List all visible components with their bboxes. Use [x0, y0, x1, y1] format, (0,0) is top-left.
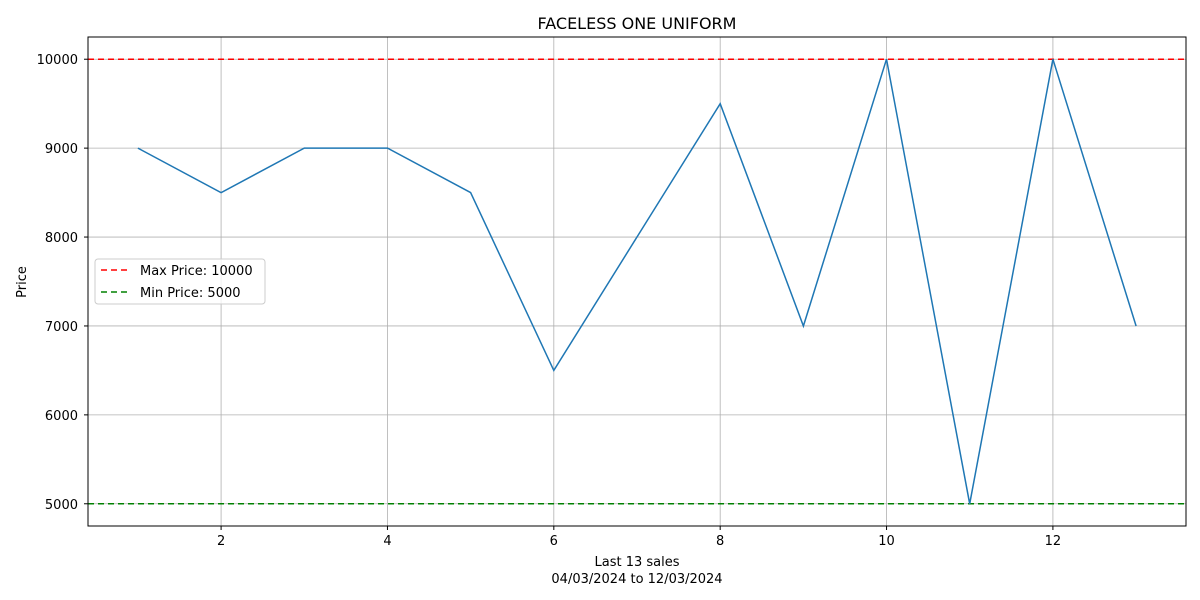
chart-title: FACELESS ONE UNIFORM: [538, 14, 737, 33]
y-tick-label: 9000: [45, 142, 78, 157]
x-axis-ticks: 2 4 6 8 10 12: [217, 526, 1061, 549]
y-tick-label: 5000: [45, 498, 78, 513]
legend-frame: [94, 258, 266, 305]
y-axis-ticks: 5000 6000 7000 8000 9000 10000: [37, 53, 88, 513]
y-tick-label: 6000: [45, 409, 78, 424]
price-series-line: [137, 58, 1137, 504]
reference-lines: [88, 58, 1186, 505]
x-tick-label: 12: [1045, 534, 1062, 549]
x-tick-label: 10: [878, 534, 895, 549]
x-tick-label: 8: [716, 534, 724, 549]
x-tick-label: 6: [550, 534, 558, 549]
legend-label-max: Max Price: 10000: [140, 264, 253, 279]
x-axis-label: Last 13 sales: [594, 555, 679, 570]
x-tick-label: 4: [383, 534, 391, 549]
y-tick-label: 8000: [45, 231, 78, 246]
x-tick-label: 2: [217, 534, 225, 549]
x-axis-sublabel: 04/03/2024 to 12/03/2024: [551, 572, 722, 587]
series-lines: [137, 58, 1137, 504]
y-tick-label: 10000: [37, 53, 78, 68]
y-axis-label: Price: [15, 266, 30, 298]
y-tick-label: 7000: [45, 320, 78, 335]
legend-label-min: Min Price: 5000: [140, 286, 241, 301]
plot-frame: [87, 36, 1187, 527]
legend: Max Price: 10000 Min Price: 5000: [94, 258, 266, 305]
